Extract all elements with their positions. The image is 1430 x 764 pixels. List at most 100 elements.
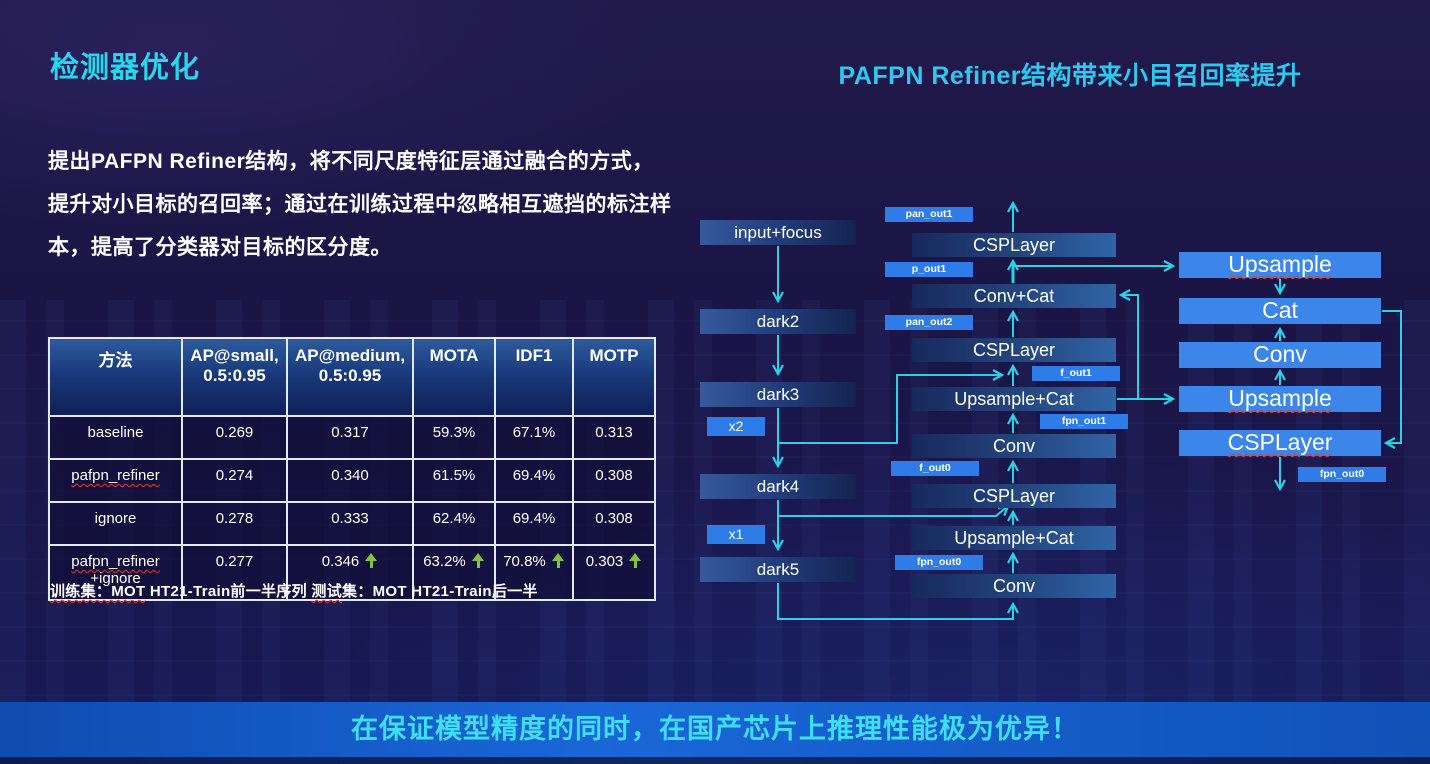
backbone-box: dark2: [700, 309, 856, 334]
pafpn-box-label: Upsample+Cat: [954, 528, 1074, 548]
pafpn-box: Conv+Cat: [912, 284, 1116, 308]
backbone-box-label: input+focus: [734, 223, 822, 242]
port-label: p_out1: [885, 262, 973, 277]
pafpn-box: CSPLayer: [912, 484, 1116, 508]
scale-label-label: x2: [728, 418, 744, 434]
port-label: pan_out2: [885, 315, 973, 330]
backbone-box: dark5: [700, 557, 856, 582]
pafpn-box-label: CSPLayer: [972, 340, 1056, 360]
column-header: MOTP: [572, 337, 656, 417]
port-label: fpn_out0: [895, 555, 983, 570]
value-cell: 69.4%: [494, 501, 574, 546]
metric-value: 0.277: [215, 553, 254, 570]
results-table-wrapper: 方法 AP@small,0.5:0.95 AP@medium,0.5:0.95 MOT…: [48, 337, 656, 601]
port-label-label: p_out1: [911, 263, 947, 275]
port-label-label: fpn_out0: [1319, 468, 1365, 480]
port-label-label: fpn_out1: [1061, 415, 1107, 427]
metric-value: 67.1%: [512, 424, 556, 441]
method-cell: ignore: [48, 501, 183, 546]
port-label: f_out1: [1032, 366, 1120, 381]
results-table-head-row: 方法 AP@small,0.5:0.95 AP@medium,0.5:0.95 MOT…: [48, 337, 656, 417]
method-cell: pafpn_refiner +ignore: [48, 544, 183, 601]
port-label: f_out0: [891, 461, 979, 476]
metric-value: 0.346: [321, 553, 360, 570]
pafpn-box: Conv: [912, 434, 1116, 458]
value-cell: 0.313: [572, 415, 656, 460]
pafpn-box: Conv: [912, 574, 1116, 598]
pafpn-box: CSPLayer: [912, 233, 1116, 257]
pafpn-box-label: Conv: [992, 576, 1036, 596]
table-row: pafpn_refiner +ignore 0.277 0.346 63.2% 70.8%…: [48, 544, 656, 601]
column-header: AP@small,0.5:0.95: [181, 337, 288, 417]
value-cell: 61.5%: [412, 458, 496, 503]
port-label-label: pan_out1: [905, 208, 953, 220]
port-label-label: f_out0: [919, 462, 951, 474]
column-header: AP@medium,0.5:0.95: [286, 337, 414, 417]
value-cell: 0.278: [181, 501, 288, 546]
value-cell: 70.8%: [494, 544, 574, 601]
up-arrow-icon: [471, 553, 485, 568]
method-label: +ignore: [90, 570, 141, 587]
backbone-box-label: dark4: [756, 477, 800, 496]
up-arrow-icon: [365, 553, 378, 568]
refiner-box: CSPLayer: [1179, 430, 1381, 456]
metric-value: 0.333: [331, 510, 369, 527]
backbone-box: dark4: [700, 474, 856, 499]
refiner-box-label: Upsample: [1228, 385, 1332, 411]
metric-value: 69.4%: [512, 510, 556, 527]
metric-value: 0.317: [331, 424, 369, 441]
bottom-strip: [0, 757, 1430, 764]
pafpn-box: Upsample+Cat: [912, 526, 1116, 550]
metric-value: 61.5%: [432, 467, 476, 484]
dataset-note-segment: 训练集：MOT: [50, 583, 146, 600]
value-cell: 63.2%: [412, 544, 496, 601]
pafpn-box-label: CSPLayer: [972, 486, 1056, 506]
metric-value: 63.2%: [423, 553, 466, 570]
refiner-box-label: CSPLayer: [1227, 429, 1333, 455]
value-cell: 0.346: [286, 544, 414, 601]
metric-value: 62.4%: [432, 510, 476, 527]
column-header: IDF1: [494, 337, 574, 417]
value-cell: 0.317: [286, 415, 414, 460]
metric-value: 0.303: [585, 553, 624, 570]
dataset-note-segment: HT21-Train前一半序列: [145, 583, 312, 600]
banner-text: 在保证模型精度的同时，在国产芯片上推理性能极为优异！: [351, 714, 1079, 744]
pafpn-box-label: CSPLayer: [972, 235, 1056, 255]
results-table: 方法 AP@small,0.5:0.95 AP@medium,0.5:0.95 MOT…: [48, 337, 656, 601]
dataset-note-segment: 测试: [311, 583, 343, 600]
pafpn-box: CSPLayer: [912, 338, 1116, 362]
pafpn-box-label: Conv+Cat: [973, 286, 1055, 306]
port-label: pan_out1: [885, 207, 973, 222]
value-cell: 69.4%: [494, 458, 574, 503]
pafpn-box-label: Conv: [992, 436, 1036, 456]
metric-value: 0.269: [215, 424, 254, 441]
scale-label: x2: [707, 417, 765, 436]
dataset-note: 训练集：MOT HT21-Train前一半序列 测试集：MOT HT21-Tra…: [50, 580, 538, 601]
column-header: 方法: [48, 337, 183, 417]
value-cell: 0.274: [181, 458, 288, 503]
value-cell: 62.4%: [412, 501, 496, 546]
scale-label-label: x1: [728, 526, 744, 542]
table-row: baseline 0.269 0.317 59.3% 67.1% 0.313: [48, 415, 656, 460]
metric-value: 70.8%: [503, 553, 546, 570]
refiner-box-label: Cat: [1262, 297, 1298, 323]
backbone-box-label: dark2: [756, 312, 800, 331]
results-table-body: baseline 0.269 0.317 59.3% 67.1% 0.313 pafpn_r…: [48, 415, 656, 601]
metric-value: 0.308: [595, 510, 633, 527]
method-label: ignore: [94, 510, 137, 527]
pafpn-box: Upsample+Cat: [912, 387, 1116, 411]
value-cell: 0.303: [572, 544, 656, 601]
port-label-label: f_out1: [1060, 367, 1092, 379]
port-label-label: fpn_out0: [916, 556, 962, 568]
refiner-box: Cat: [1179, 298, 1381, 324]
paragraph-line: 提升对小目标的召回率；通过在训练过程中忽略相互遮挡的标注样: [48, 193, 672, 216]
table-row: pafpn_refiner 0.274 0.340 61.5% 69.4% 0.308: [48, 458, 656, 503]
metric-value: 0.308: [595, 467, 633, 484]
paragraph-line: 提出PAFPN Refiner结构，将不同尺度特征层通过融合的方式，: [48, 150, 654, 173]
backbone-box: input+focus: [700, 220, 856, 245]
backbone-box-label: dark5: [756, 560, 800, 579]
up-arrow-icon: [551, 553, 565, 568]
table-row: ignore 0.278 0.333 62.4% 69.4% 0.308: [48, 501, 656, 546]
